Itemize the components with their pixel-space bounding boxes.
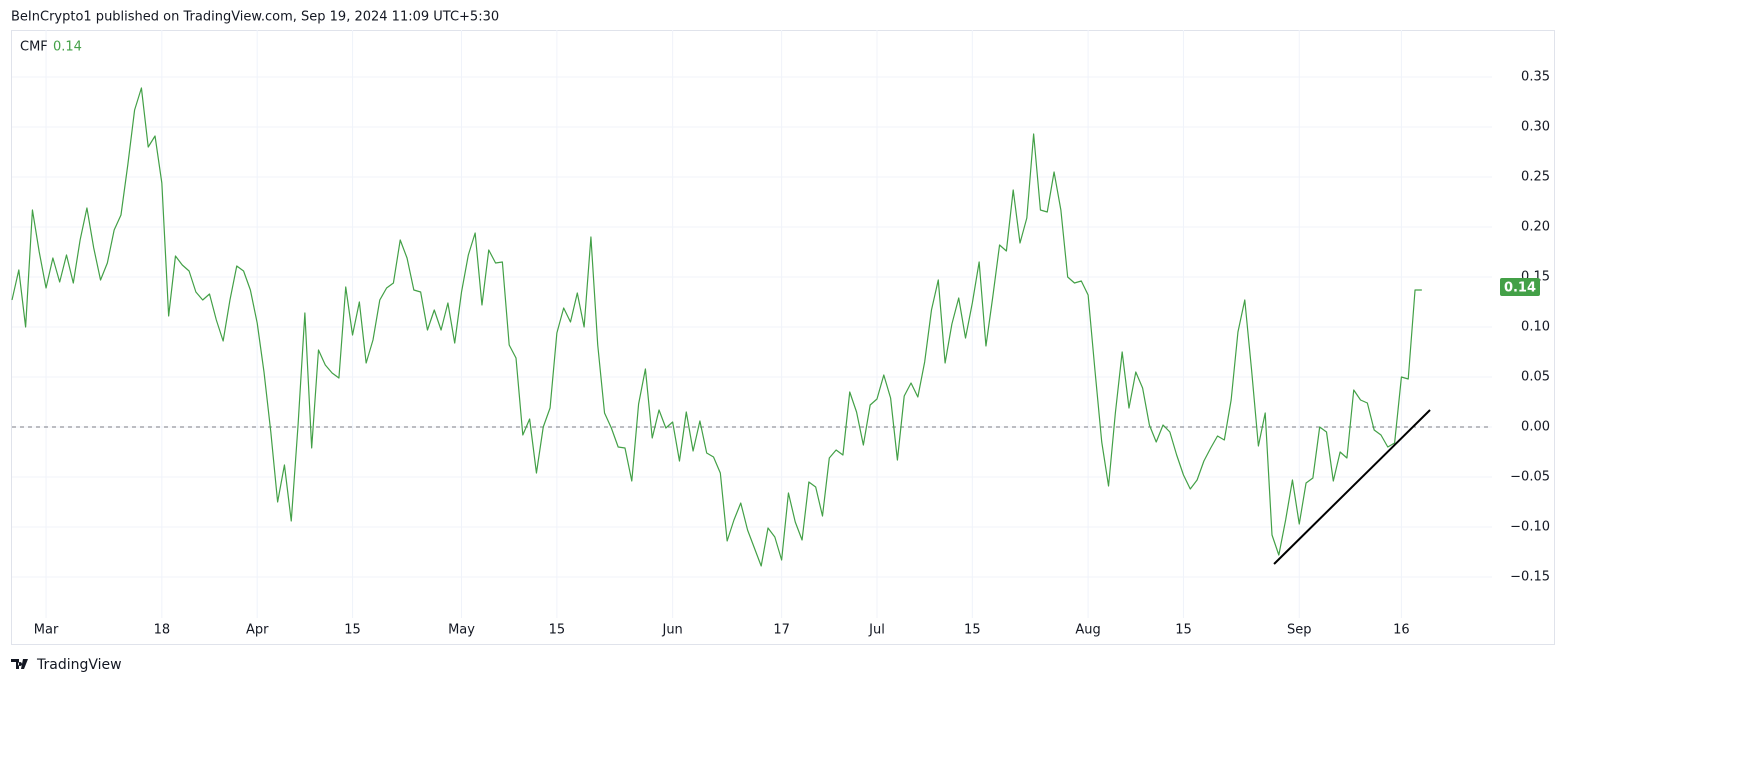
- x-tick-label: Aug: [1075, 623, 1100, 638]
- y-tick-label: 0.30: [1521, 120, 1550, 135]
- x-tick-label: 15: [549, 623, 566, 638]
- cmf-line: [11, 87, 1422, 567]
- last-value-badge: [1500, 278, 1540, 296]
- footer: TradingView: [36, 657, 122, 673]
- y-tick-label: 0.05: [1521, 370, 1550, 385]
- grid: [12, 30, 1492, 618]
- y-tick-label: −0.10: [1510, 520, 1550, 535]
- header: BeInCrypto1 published on TradingView.com…: [11, 10, 499, 25]
- x-tick-label: 15: [344, 623, 361, 638]
- x-tick-label: 15: [964, 623, 981, 638]
- x-tick-label: Sep: [1287, 623, 1312, 638]
- last-value-label: 0.14: [1504, 281, 1536, 296]
- x-tick-label: May: [448, 623, 475, 638]
- trendline: [1273, 409, 1431, 565]
- frame: [11, 30, 1555, 645]
- footer-logo: TradingView: [11, 657, 122, 673]
- x-tick-label: 18: [154, 623, 171, 638]
- x-tick-label: 17: [773, 623, 790, 638]
- x-tick-label: 15: [1175, 623, 1192, 638]
- y-tick-label: 0.35: [1521, 70, 1550, 85]
- indicator-name: CMF: [20, 40, 48, 55]
- y-tick-label: 0.25: [1521, 170, 1550, 185]
- y-tick-label: 0.10: [1521, 320, 1550, 335]
- x-tick-label: Mar: [34, 623, 59, 638]
- x-tick-label: Apr: [246, 623, 269, 638]
- y-tick-label: 0.20: [1521, 220, 1550, 235]
- y-tick-label: −0.05: [1510, 470, 1550, 485]
- x-tick-label: 16: [1393, 623, 1410, 638]
- x-tick-label: Jul: [868, 623, 885, 638]
- y-tick-label: −0.15: [1510, 570, 1550, 585]
- indicator-value: 0.14: [53, 40, 82, 55]
- y-tick-label: 0.00: [1521, 420, 1550, 435]
- logo-icon: [11, 659, 28, 669]
- x-tick-label: Jun: [661, 623, 682, 638]
